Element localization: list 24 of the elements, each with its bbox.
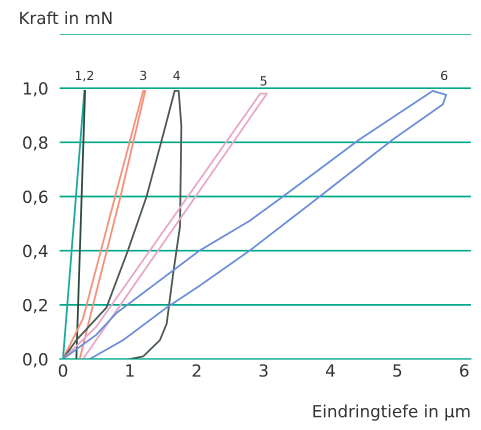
y-tick-label: 0,2 bbox=[23, 298, 47, 314]
y-tick-label: 0,4 bbox=[23, 244, 48, 259]
annotation: 5 bbox=[260, 76, 266, 86]
line-series bbox=[62, 90, 182, 360]
x-tick-label: 2 bbox=[192, 364, 200, 377]
x-tick-label: 4 bbox=[326, 364, 335, 377]
x-tick-label: 0 bbox=[58, 364, 68, 377]
x-tick-label: 3 bbox=[260, 364, 268, 377]
x-axis-title: Eindringtiefe in µm bbox=[313, 404, 470, 421]
line-series bbox=[62, 90, 448, 360]
y-tick-label: 1,0 bbox=[24, 82, 48, 96]
annotation: 1,2 bbox=[76, 70, 94, 82]
annotation: 3 bbox=[140, 70, 146, 80]
y-tick-label: 0,6 bbox=[23, 190, 48, 205]
y-tick-label: 0,8 bbox=[23, 136, 48, 151]
line-series bbox=[62, 90, 146, 360]
annotation: 6 bbox=[441, 70, 448, 80]
annotation: 4 bbox=[173, 70, 180, 80]
y-tick-label: 0,0 bbox=[23, 353, 48, 368]
x-tick-label: 5 bbox=[393, 364, 402, 377]
y-axis-title: Kraft in mN bbox=[20, 11, 112, 24]
x-tick-label: 1 bbox=[126, 364, 134, 377]
x-tick-label: 6 bbox=[460, 364, 468, 377]
line-series bbox=[62, 92, 268, 360]
